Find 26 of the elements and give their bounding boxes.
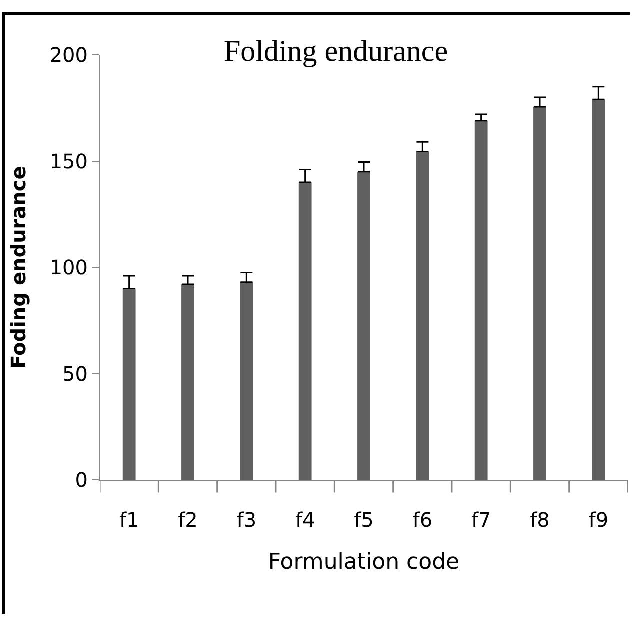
x-tick-label: f3 bbox=[236, 508, 257, 532]
x-tick-label: f4 bbox=[295, 508, 316, 532]
bar bbox=[298, 182, 312, 480]
y-tick-label: 150 bbox=[50, 149, 88, 174]
bar bbox=[240, 282, 254, 480]
bar bbox=[592, 100, 606, 480]
x-tick-label: f1 bbox=[119, 508, 140, 532]
bar bbox=[474, 120, 488, 480]
bar bbox=[534, 107, 546, 480]
bar bbox=[122, 288, 136, 480]
x-axis-title: Formulation code bbox=[268, 550, 460, 575]
y-tick-label: 200 bbox=[50, 43, 88, 67]
bar bbox=[358, 172, 370, 480]
y-tick-label: 0 bbox=[75, 468, 88, 492]
bar bbox=[416, 152, 430, 480]
y-tick-label: 50 bbox=[62, 362, 88, 386]
x-tick-label: f6 bbox=[412, 508, 433, 532]
x-tick-label: f9 bbox=[588, 508, 609, 532]
x-tick-label: f8 bbox=[530, 508, 550, 532]
y-axis-title: Foding endurance bbox=[6, 166, 30, 369]
x-tick-label: f5 bbox=[354, 508, 374, 532]
x-tick-label: f2 bbox=[178, 508, 198, 532]
x-tick-label: f7 bbox=[471, 508, 492, 532]
chart-title: Folding endurance bbox=[224, 35, 448, 68]
bar bbox=[182, 284, 194, 480]
y-tick-label: 100 bbox=[50, 256, 88, 280]
